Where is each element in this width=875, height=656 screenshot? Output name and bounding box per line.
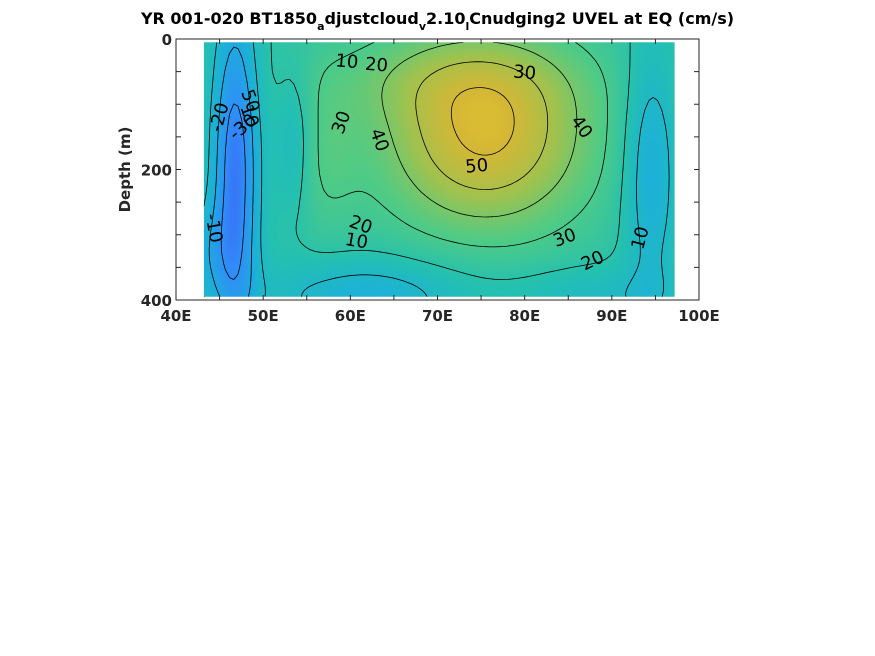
contour-line-50 [450, 87, 515, 156]
contour-label: 50 [464, 155, 489, 178]
y-tick-label: 0 [162, 31, 172, 49]
contour-line-40 [415, 61, 549, 190]
x-tick-label: 70E [422, 307, 453, 325]
contour-label: 20 [364, 54, 389, 77]
contour-line--20 [220, 103, 246, 280]
chart-title: YR 001-020 BT1850adjustcloudv2.10lCnudgi… [140, 9, 734, 33]
contour-label: 10 [335, 50, 360, 73]
x-tick-label: 90E [596, 307, 627, 325]
contour-label: 10 [343, 229, 369, 254]
axis-ticks [175, 38, 700, 301]
contour-line-30 [381, 42, 578, 218]
contour-label: -10 [201, 212, 227, 245]
contour-line-20 [317, 42, 608, 248]
y-axis-label: Depth (m) [116, 127, 134, 213]
x-axis-tick-labels: 40E 50E 60E 70E 80E 90E 100E [160, 307, 719, 325]
contour-label: 30 [512, 61, 537, 84]
x-tick-label: 80E [509, 307, 540, 325]
contour-line-10 [270, 42, 631, 280]
x-tick-label: 100E [678, 307, 720, 325]
y-tick-label: 400 [141, 292, 172, 310]
contour-lines [203, 42, 670, 297]
y-axis-tick-labels: 0 200 400 [141, 31, 172, 310]
x-tick-label: 60E [335, 307, 366, 325]
y-tick-label: 200 [141, 162, 172, 180]
x-tick-label: 50E [248, 307, 279, 325]
contour-line-0 [203, 42, 670, 297]
contour-line--10 [208, 46, 254, 297]
x-tick-label: 40E [160, 307, 191, 325]
